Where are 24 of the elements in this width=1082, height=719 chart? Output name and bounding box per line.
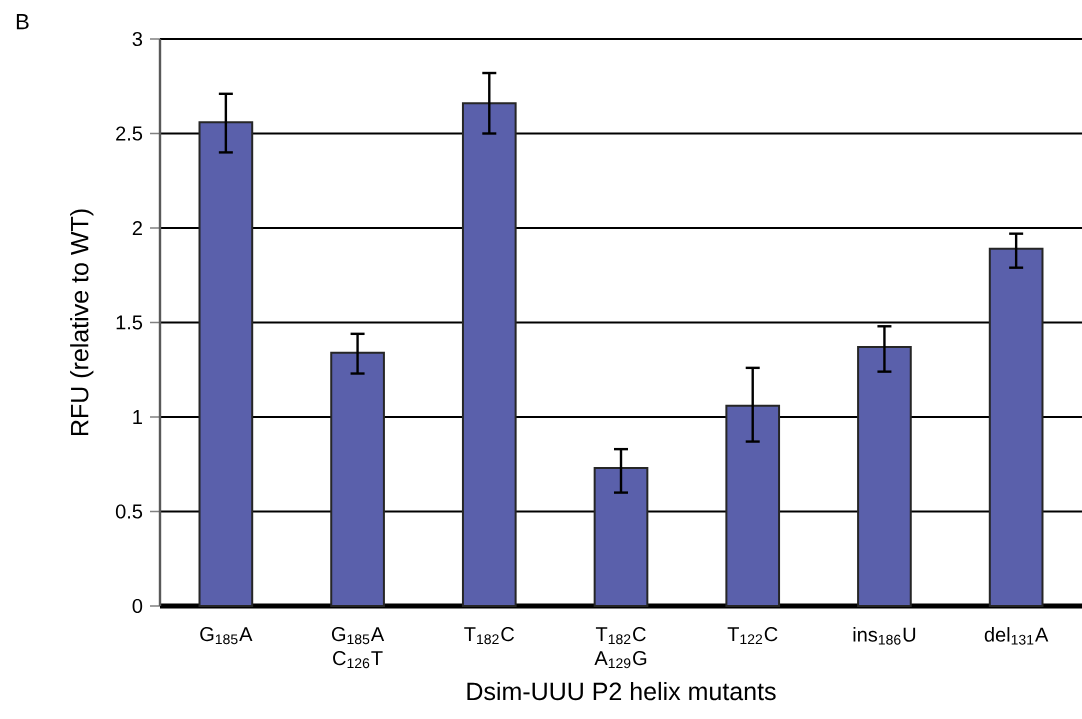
- category-label: G$_{185}$A C$_{126}$T: [331, 627, 385, 669]
- bar: [988, 247, 1044, 607]
- bar: [857, 346, 912, 607]
- y-tick-label: 0: [132, 598, 143, 614]
- x-tick-label: T$_{182}$C: [464, 627, 515, 645]
- x-tick-label: del$_{131}$A: [984, 627, 1049, 645]
- bar: [593, 467, 649, 607]
- y-tick-label: 3: [132, 31, 143, 47]
- category-label: T$_{182}$C A$_{129}$G: [594, 627, 647, 669]
- bar: [461, 102, 517, 607]
- x-axis-title: Dsim-UUU P2 helix mutants: [467, 681, 776, 701]
- bar: [330, 351, 385, 607]
- y-tick-label: 0.5: [115, 504, 143, 519]
- x-tick-label: ins$_{186}$U: [853, 627, 916, 645]
- y-tick-label: 1.5: [116, 315, 143, 330]
- y-axis-title: RFU (relative to WT): [70, 209, 94, 436]
- bar: [198, 121, 254, 607]
- y-tick-label: 2.5: [116, 126, 143, 141]
- x-tick-label: T$_{122}$C: [727, 627, 778, 645]
- y-tick-label: 1: [133, 410, 142, 424]
- text: B: [16, 14, 29, 30]
- y-tick-label: 2: [132, 221, 142, 235]
- x-tick-label: G$_{185}$A: [200, 627, 253, 645]
- bar: [725, 404, 781, 607]
